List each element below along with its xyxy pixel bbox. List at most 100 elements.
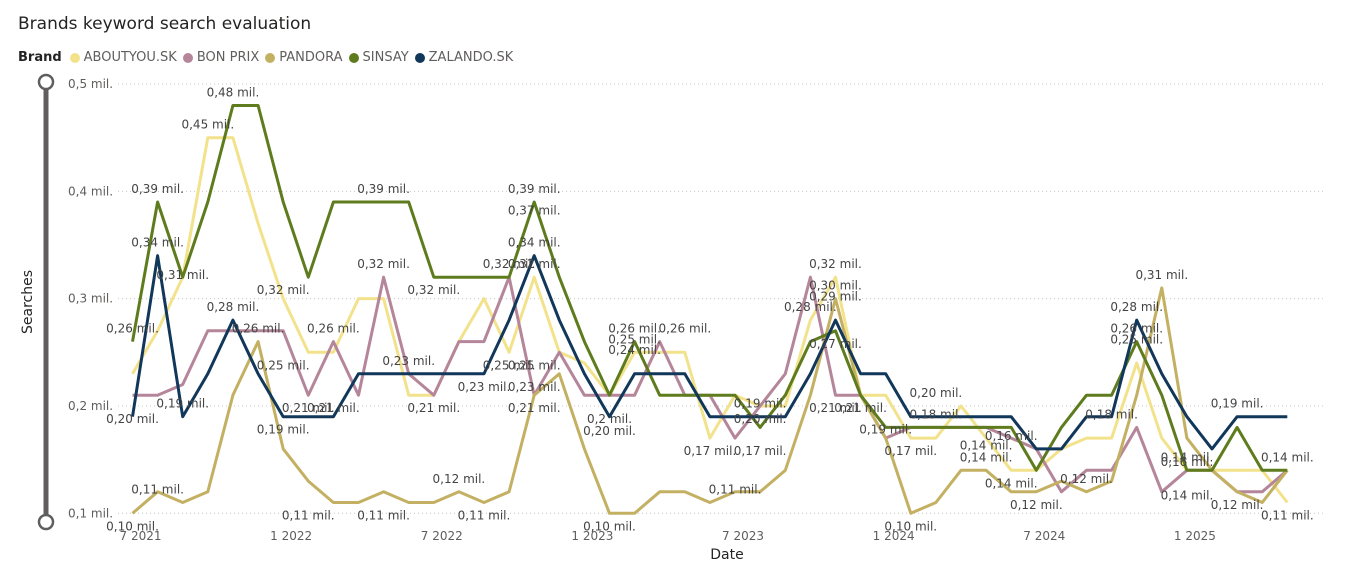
series-line-pandora[interactable] <box>131 286 1289 515</box>
data-label: 0,23 mil. <box>382 354 435 368</box>
data-label: 0,25 mil. <box>257 358 310 372</box>
data-label: 0,21 mil. <box>809 401 862 415</box>
data-label: 0,32 mil. <box>407 283 460 297</box>
x-tick-label: 1 2024 <box>873 529 915 543</box>
data-label: 0,10 mil. <box>884 519 937 533</box>
data-label: 0,19 mil. <box>1211 397 1264 411</box>
data-label: 0,11 mil. <box>1261 509 1314 523</box>
data-label: 0,11 mil. <box>131 483 184 497</box>
data-label: 0,11 mil. <box>282 509 335 523</box>
data-label: 0,19 mil. <box>257 423 310 437</box>
data-label: 0,28 mil. <box>1110 300 1163 314</box>
data-label: 0,20 mil. <box>734 412 787 426</box>
data-label: 0,30 mil. <box>809 279 862 293</box>
x-tick-label: 1 2022 <box>270 529 312 543</box>
legend-item-sinsay[interactable]: SINSAY <box>348 50 409 65</box>
legend-label: ABOUTYOU.SK <box>83 50 177 65</box>
data-label: 0,14 mil. <box>1161 450 1214 464</box>
data-label: 0,14 mil. <box>1161 488 1214 502</box>
data-label: 0,26 mil. <box>307 322 360 336</box>
data-label: 0,18 mil. <box>1085 407 1138 421</box>
series-line-sinsay[interactable] <box>131 104 1288 472</box>
legend-label: SINSAY <box>362 50 409 65</box>
data-label: 0,10 mil. <box>583 519 636 533</box>
data-label: 0,18 mil. <box>910 407 963 421</box>
data-label: 0,34 mil. <box>508 236 561 250</box>
data-label: 0,39 mil. <box>357 182 410 196</box>
data-label: 0,11 mil. <box>357 509 410 523</box>
data-label: 0,26 mil. <box>232 322 285 336</box>
legend-label: PANDORA <box>279 50 343 65</box>
data-label: 0,25 mil. <box>1110 332 1163 346</box>
data-label: 0,16 mil. <box>985 429 1038 443</box>
data-label: 0,20 mil. <box>583 424 636 438</box>
data-label: 0,19 mil. <box>156 397 209 411</box>
data-label: 0,25 mil. <box>483 358 536 372</box>
zoom-slider-top-handle[interactable] <box>37 73 55 91</box>
data-label: 0,31 mil. <box>156 268 209 282</box>
x-tick-label: 7 2022 <box>421 529 463 543</box>
data-label: 0,26 mil. <box>608 322 661 336</box>
y-axis-title: Searches <box>20 270 36 334</box>
data-label: 0,12 mil. <box>1060 472 1113 486</box>
data-label: 0,21 mil. <box>307 401 360 415</box>
x-tick-label: 1 2023 <box>571 529 613 543</box>
data-label: 0,32 mil. <box>357 257 410 271</box>
data-label: 0,2 mil. <box>587 412 632 426</box>
y-tick-label: 0,4 mil. <box>68 184 113 198</box>
data-label: 0,23 mil. <box>458 380 511 394</box>
y-tick-label: 0,5 mil. <box>68 77 113 91</box>
data-label: 0,10 mil. <box>106 519 159 533</box>
x-tick-label: 7 2021 <box>120 529 162 543</box>
legend-dot <box>69 52 80 63</box>
data-label: 0,14 mil. <box>960 438 1013 452</box>
data-label: 0,21 mil. <box>407 401 460 415</box>
data-label: 0,32 mil. <box>809 257 862 271</box>
legend-item-zalando[interactable]: ZALANDO.SK <box>414 50 513 65</box>
data-label: 0,12 mil. <box>1010 498 1063 512</box>
data-label: 0,21 mil. <box>834 401 887 415</box>
chart-title: Brands keyword search evaluation <box>18 14 312 34</box>
data-label: 0,14 mil. <box>985 476 1038 490</box>
y-tick-label: 0,3 mil. <box>68 292 113 306</box>
series-lines <box>131 104 1289 515</box>
data-label: 0,17 mil. <box>884 444 937 458</box>
data-label: 0,28 mil. <box>207 300 260 314</box>
zoom-slider[interactable] <box>37 73 55 531</box>
data-label: 0,26 mil. <box>1110 322 1163 336</box>
data-label: 0,28 mil. <box>784 300 837 314</box>
x-tick-label: 1 2025 <box>1174 529 1216 543</box>
data-label: 0,14 mil. <box>1261 450 1314 464</box>
data-label: 0,17 mil. <box>734 444 787 458</box>
legend-dot <box>182 52 193 63</box>
series-line-zalando-sk[interactable] <box>131 254 1288 451</box>
data-label: 0,37 mil. <box>508 204 561 218</box>
legend-item-pandora[interactable]: PANDORA <box>265 50 343 65</box>
y-tick-label: 0,2 mil. <box>68 399 113 413</box>
data-label: 0,34 mil. <box>131 236 184 250</box>
data-label: 0,23 mil. <box>508 380 561 394</box>
data-label: 0,39 mil. <box>508 182 561 196</box>
data-label: 0,20 mil. <box>910 386 963 400</box>
data-label: 0,39 mil. <box>131 182 184 196</box>
legend-label: BON PRIX <box>196 50 260 65</box>
data-label: 0,32 mil. <box>483 257 536 271</box>
data-label: 0,27 mil. <box>809 337 862 351</box>
data-labels: 0,20 mil. 0,26 mil. 0,10 mil. 0,39 mil. 0,34… <box>106 85 1314 533</box>
series-line-aboutyou-sk[interactable] <box>131 136 1289 504</box>
zoom-slider-bottom-handle[interactable] <box>37 513 55 531</box>
legend-item-bonprix[interactable]: BON PRIX <box>182 50 260 65</box>
x-axis-ticks: 7 2021 1 2022 7 2022 1 2023 7 2023 1 2024 7 20… <box>120 529 1216 543</box>
data-label: 0,24 mil. <box>608 343 661 357</box>
data-label: 0,29 mil. <box>809 289 862 303</box>
data-label: 0,26 mil. <box>106 322 159 336</box>
x-tick-label: 7 2023 <box>722 529 764 543</box>
y-axis-ticks: 0,1 mil. 0,2 mil. 0,3 mil. 0,4 mil. 0,5 mil. <box>68 77 113 520</box>
data-label: 0,32 mil. <box>508 257 561 271</box>
legend-title: Brand <box>18 50 62 65</box>
data-label: 0,12 mil. <box>433 472 486 486</box>
data-label: 0,25 mil. <box>508 358 561 372</box>
legend-item-aboutyou[interactable]: ABOUTYOU.SK <box>69 50 177 65</box>
y-tick-label: 0,1 mil. <box>68 506 113 520</box>
